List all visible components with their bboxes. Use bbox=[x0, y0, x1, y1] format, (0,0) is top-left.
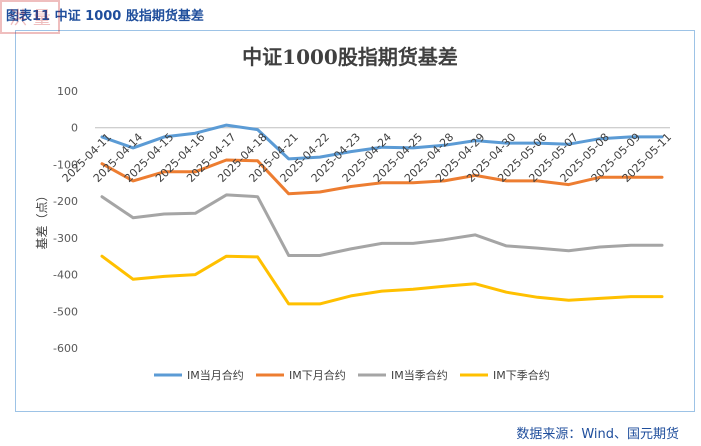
source-note: 数据来源：Wind、国元期货 bbox=[516, 427, 679, 442]
y-tick-label: -500 bbox=[53, 305, 78, 318]
series-line-4 bbox=[100, 254, 664, 306]
y-tick-label: -600 bbox=[53, 342, 78, 355]
watermark-text: 洪 量 bbox=[9, 8, 51, 29]
y-tick-label: -300 bbox=[53, 232, 78, 245]
y-tick-label: -200 bbox=[53, 195, 78, 208]
legend-label-2: IM下月合约 bbox=[289, 368, 346, 382]
chart-frame bbox=[15, 30, 695, 412]
series-line-1 bbox=[100, 123, 664, 161]
y-tick-label: 0 bbox=[71, 122, 78, 135]
y-tick-label: 100 bbox=[57, 85, 78, 98]
y-tick-label: -400 bbox=[53, 269, 78, 282]
y-tick-label: -100 bbox=[53, 158, 78, 171]
y-axis-label: 基差（点） bbox=[35, 189, 49, 249]
series-line-2 bbox=[100, 158, 664, 196]
figure-label: 图表11 中证 1000 股指期货基差 bbox=[6, 9, 204, 24]
chart-title: 中证1000股指期货基差 bbox=[242, 45, 458, 69]
legend-label-4: IM下季合约 bbox=[493, 368, 550, 382]
series-line-3 bbox=[100, 193, 664, 257]
watermark-stamp: 洪 量 bbox=[0, 0, 60, 34]
legend-label-1: IM当月合约 bbox=[187, 368, 244, 382]
legend-label-3: IM当季合约 bbox=[391, 368, 448, 382]
